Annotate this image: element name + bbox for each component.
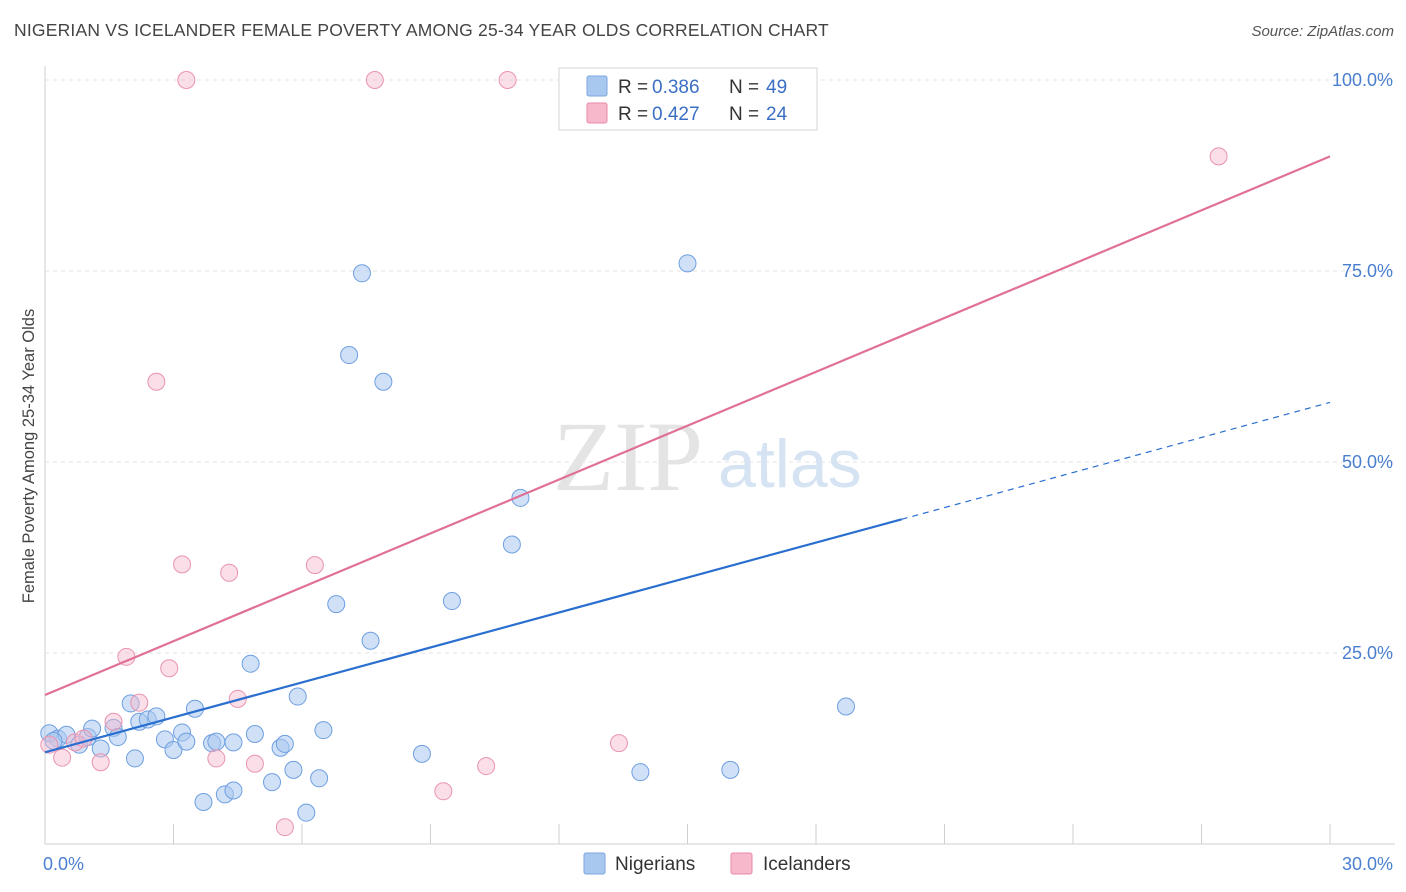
nigerians-point (224, 781, 243, 800)
y-axis-label: Female Poverty Among 25-34 Year Olds (20, 309, 38, 603)
series-icelanders (40, 71, 1228, 837)
icelanders-point (160, 659, 179, 678)
legend-r-label-icelanders: R = (618, 104, 648, 125)
bottom-legend-label-nigerians: Nigerians (615, 854, 695, 875)
icelanders-point (305, 556, 324, 575)
nigerians-point (284, 760, 303, 779)
legend-r-value-icelanders: 0.427 (652, 104, 700, 125)
y-tick-label: 50.0% (1342, 452, 1393, 472)
legend-n-value-nigerians: 49 (766, 77, 787, 98)
icelanders-point (104, 712, 123, 731)
nigerians-point (721, 760, 740, 779)
trend-lines (44, 155, 1331, 754)
nigerians-trend-extension (901, 401, 1331, 520)
nigerians-point (245, 724, 264, 743)
nigerians-point (412, 744, 431, 763)
nigerians-point (310, 769, 329, 788)
icelanders-point (1209, 147, 1228, 166)
nigerians-point (185, 699, 204, 718)
y-tick-label: 100.0% (1332, 70, 1393, 90)
y-tick-label: 75.0% (1342, 261, 1393, 281)
icelanders-point (91, 753, 110, 772)
nigerians-point (207, 732, 226, 751)
nigerians-point (631, 763, 650, 782)
watermark-zip: ZIP (553, 401, 703, 512)
icelanders-point (434, 782, 453, 801)
icelanders-point (147, 372, 166, 391)
chart-title: NIGERIAN VS ICELANDER FEMALE POVERTY AMO… (14, 20, 829, 40)
axes (44, 66, 1395, 845)
legend-n-value-icelanders: 24 (766, 104, 788, 125)
legend-n-label-icelanders: N = (729, 104, 759, 125)
legend: R = 0.386 N = 49 R = 0.427 N = 24 (558, 67, 818, 131)
icelanders-point (207, 749, 226, 768)
icelanders-point (220, 563, 239, 582)
nigerians-point (678, 254, 697, 273)
icelanders-point (477, 757, 496, 776)
gridlines (45, 79, 1395, 654)
legend-swatch-nigerians (586, 75, 608, 97)
watermark: ZIP atlas (553, 401, 862, 512)
nigerians-point (263, 773, 282, 792)
nigerians-point (194, 792, 213, 811)
nigerians-point (836, 697, 855, 716)
nigerians-point (361, 631, 380, 650)
icelanders-point (498, 71, 517, 89)
icelanders-point (177, 71, 196, 89)
nigerians-point (241, 654, 260, 673)
legend-r-value-nigerians: 0.386 (652, 77, 700, 98)
nigerians-point (502, 535, 521, 554)
icelanders-point (245, 754, 264, 773)
nigerians-point (275, 734, 294, 753)
legend-swatch-icelanders (586, 102, 608, 124)
x-tick-label: 30.0% (1342, 854, 1393, 874)
bottom-legend-swatch-nigerians (583, 852, 606, 875)
nigerians-trend-line (44, 518, 902, 754)
nigerians-point (374, 372, 393, 391)
nigerians-point (314, 721, 333, 740)
icelanders-point (53, 748, 72, 767)
nigerians-point (91, 739, 110, 758)
x-tick-label: 0.0% (43, 854, 84, 874)
nigerians-point (297, 803, 316, 822)
chart-source: Source: ZipAtlas.com (1251, 23, 1394, 40)
nigerians-point (164, 741, 183, 760)
series-nigerians (40, 254, 855, 822)
icelanders-point (365, 71, 384, 89)
nigerians-point (177, 732, 196, 751)
tick-labels: 25.0% 50.0% 75.0% 100.0% 0.0% 30.0% (43, 70, 1393, 874)
legend-n-label-nigerians: N = (729, 77, 759, 98)
nigerians-point (125, 749, 144, 768)
nigerians-point (224, 733, 243, 752)
icelanders-point (609, 734, 628, 753)
bottom-legend-swatch-icelanders (730, 852, 753, 875)
y-tick-label: 25.0% (1342, 643, 1393, 663)
nigerians-point (442, 592, 461, 611)
y-axis-label-group: Female Poverty Among 25-34 Year Olds (20, 309, 38, 603)
icelanders-trend-line (44, 155, 1331, 697)
nigerians-point (340, 346, 359, 365)
nigerians-point (288, 687, 307, 706)
icelanders-point (130, 693, 149, 712)
icelanders-point (173, 555, 192, 574)
nigerians-point (352, 264, 371, 283)
bottom-legend-label-icelanders: Icelanders (763, 854, 851, 875)
icelanders-point (275, 818, 294, 837)
nigerians-point (327, 595, 346, 614)
bottom-legend: Nigerians Icelanders (583, 852, 851, 875)
watermark-atlas: atlas (718, 426, 862, 502)
legend-r-label-nigerians: R = (618, 77, 648, 98)
